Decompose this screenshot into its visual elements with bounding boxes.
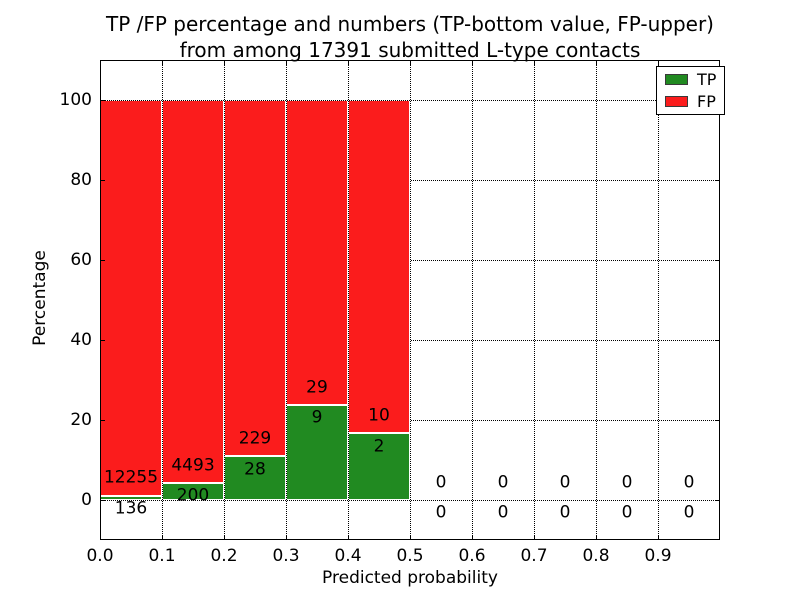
bar-tp-0.4-0.5: [348, 433, 410, 500]
x-tick-top-0.1: [162, 60, 163, 65]
y-tick-left-100: [100, 100, 105, 101]
fp-count-label-0.9-1: 0: [683, 472, 695, 493]
y-tick-label-20: 20: [70, 410, 92, 430]
gridline-x-0.6: [472, 60, 473, 540]
y-tick-label-80: 80: [70, 170, 92, 190]
y-tick-right-0: [715, 500, 720, 501]
fp-count-label-0.6-0.7: 0: [497, 472, 509, 493]
x-tick-bottom-0.2: [224, 535, 225, 540]
x-tick-label-0.4: 0.4: [334, 546, 362, 566]
x-tick-top-0.0: [100, 60, 101, 65]
legend-label-tp: TP: [697, 70, 717, 89]
tp-count-label-0-0.1: 136: [114, 498, 148, 519]
tp-count-label-0.7-0.8: 0: [559, 502, 571, 523]
x-tick-bottom-0.6: [472, 535, 473, 540]
y-tick-left-40: [100, 340, 105, 341]
tp-count-label-0.8-0.9: 0: [621, 502, 633, 523]
y-tick-right-60: [715, 260, 720, 261]
gridline-x-0.5: [410, 60, 411, 540]
x-axis-label: Predicted probability: [322, 568, 498, 588]
fp-count-label-0.3-0.4: 29: [306, 377, 328, 398]
chart-title-line1: TP /FP percentage and numbers (TP-bottom…: [106, 12, 714, 36]
bar-tp-0.2-0.3: [224, 456, 286, 500]
legend-label-fp: FP: [697, 92, 716, 111]
x-tick-top-0.2: [224, 60, 225, 65]
x-tick-bottom-0.0: [100, 535, 101, 540]
y-tick-left-20: [100, 420, 105, 421]
fp-count-label-0.4-0.5: 10: [368, 405, 390, 426]
y-axis-label: Percentage: [30, 250, 50, 346]
x-tick-top-0.5: [410, 60, 411, 65]
legend-swatch-fp: [665, 96, 688, 107]
gridline-x-0.7: [534, 60, 535, 540]
x-tick-label-0.1: 0.1: [148, 546, 176, 566]
bar-tp-0.3-0.4: [286, 405, 348, 500]
fp-count-label-0.7-0.8: 0: [559, 472, 571, 493]
fp-count-label-0-0.1: 12255: [103, 467, 159, 488]
y-tick-left-60: [100, 260, 105, 261]
x-tick-bottom-0.3: [286, 535, 287, 540]
gridline-x-0.2: [224, 60, 225, 540]
x-tick-label-0.0: 0.0: [86, 546, 114, 566]
legend-item-tp: TP: [665, 71, 716, 88]
y-tick-left-80: [100, 180, 105, 181]
x-tick-bottom-0.8: [596, 535, 597, 540]
legend-item-fp: FP: [665, 93, 716, 110]
y-tick-right-80: [715, 180, 720, 181]
gridline-x-0.9: [658, 60, 659, 540]
legend-swatch-tp: [665, 74, 688, 85]
tp-count-label-0.9-1: 0: [683, 502, 695, 523]
fp-count-label-0.8-0.9: 0: [621, 472, 633, 493]
fp-count-label-0.2-0.3: 229: [238, 428, 272, 449]
x-tick-label-0.8: 0.8: [582, 546, 610, 566]
y-tick-label-40: 40: [70, 330, 92, 350]
chart-title: TP /FP percentage and numbers (TP-bottom…: [100, 11, 720, 63]
y-tick-label-60: 60: [70, 250, 92, 270]
y-tick-right-20: [715, 420, 720, 421]
bar-fp-0.4-0.5: [348, 100, 410, 434]
tp-count-label-0.1-0.2: 200: [176, 485, 210, 506]
tp-count-label-0.2-0.3: 28: [244, 459, 266, 480]
bar-fp-0.2-0.3: [224, 100, 286, 457]
x-tick-bottom-0.7: [534, 535, 535, 540]
x-tick-top-0.6: [472, 60, 473, 65]
y-tick-right-40: [715, 340, 720, 341]
x-tick-top-0.7: [534, 60, 535, 65]
x-tick-bottom-0.5: [410, 535, 411, 540]
gridline-x-0.3: [286, 60, 287, 540]
x-tick-label-0.6: 0.6: [458, 546, 486, 566]
x-tick-bottom-0.9: [658, 535, 659, 540]
x-tick-top-0.8: [596, 60, 597, 65]
x-tick-label-0.5: 0.5: [396, 546, 424, 566]
tp-count-label-0.4-0.5: 2: [373, 436, 385, 457]
x-tick-top-0.3: [286, 60, 287, 65]
fp-count-label-0.1-0.2: 4493: [171, 455, 215, 476]
bar-fp-0-0.1: [100, 100, 162, 496]
gridline-x-0.1: [162, 60, 163, 540]
gridline-x-0.8: [596, 60, 597, 540]
y-tick-left-0: [100, 500, 105, 501]
x-tick-top-0.9: [658, 60, 659, 65]
bar-fp-0.3-0.4: [286, 100, 348, 406]
y-tick-label-100: 100: [59, 90, 92, 110]
x-tick-bottom-0.1: [162, 535, 163, 540]
chart-title-line2: from among 17391 submitted L-type contac…: [179, 38, 641, 62]
x-tick-bottom-0.4: [348, 535, 349, 540]
x-tick-top-0.4: [348, 60, 349, 65]
y-tick-label-0: 0: [81, 490, 92, 510]
tp-count-label-0.3-0.4: 9: [311, 407, 323, 428]
tp-count-label-0.6-0.7: 0: [497, 502, 509, 523]
x-tick-label-0.2: 0.2: [210, 546, 238, 566]
gridline-x-0.4: [348, 60, 349, 540]
tp-count-label-0.5-0.6: 0: [435, 502, 447, 523]
legend: TP FP: [656, 66, 726, 115]
fp-count-label-0.5-0.6: 0: [435, 472, 447, 493]
x-tick-label-0.9: 0.9: [644, 546, 672, 566]
x-tick-label-0.3: 0.3: [272, 546, 300, 566]
x-tick-label-0.7: 0.7: [520, 546, 548, 566]
